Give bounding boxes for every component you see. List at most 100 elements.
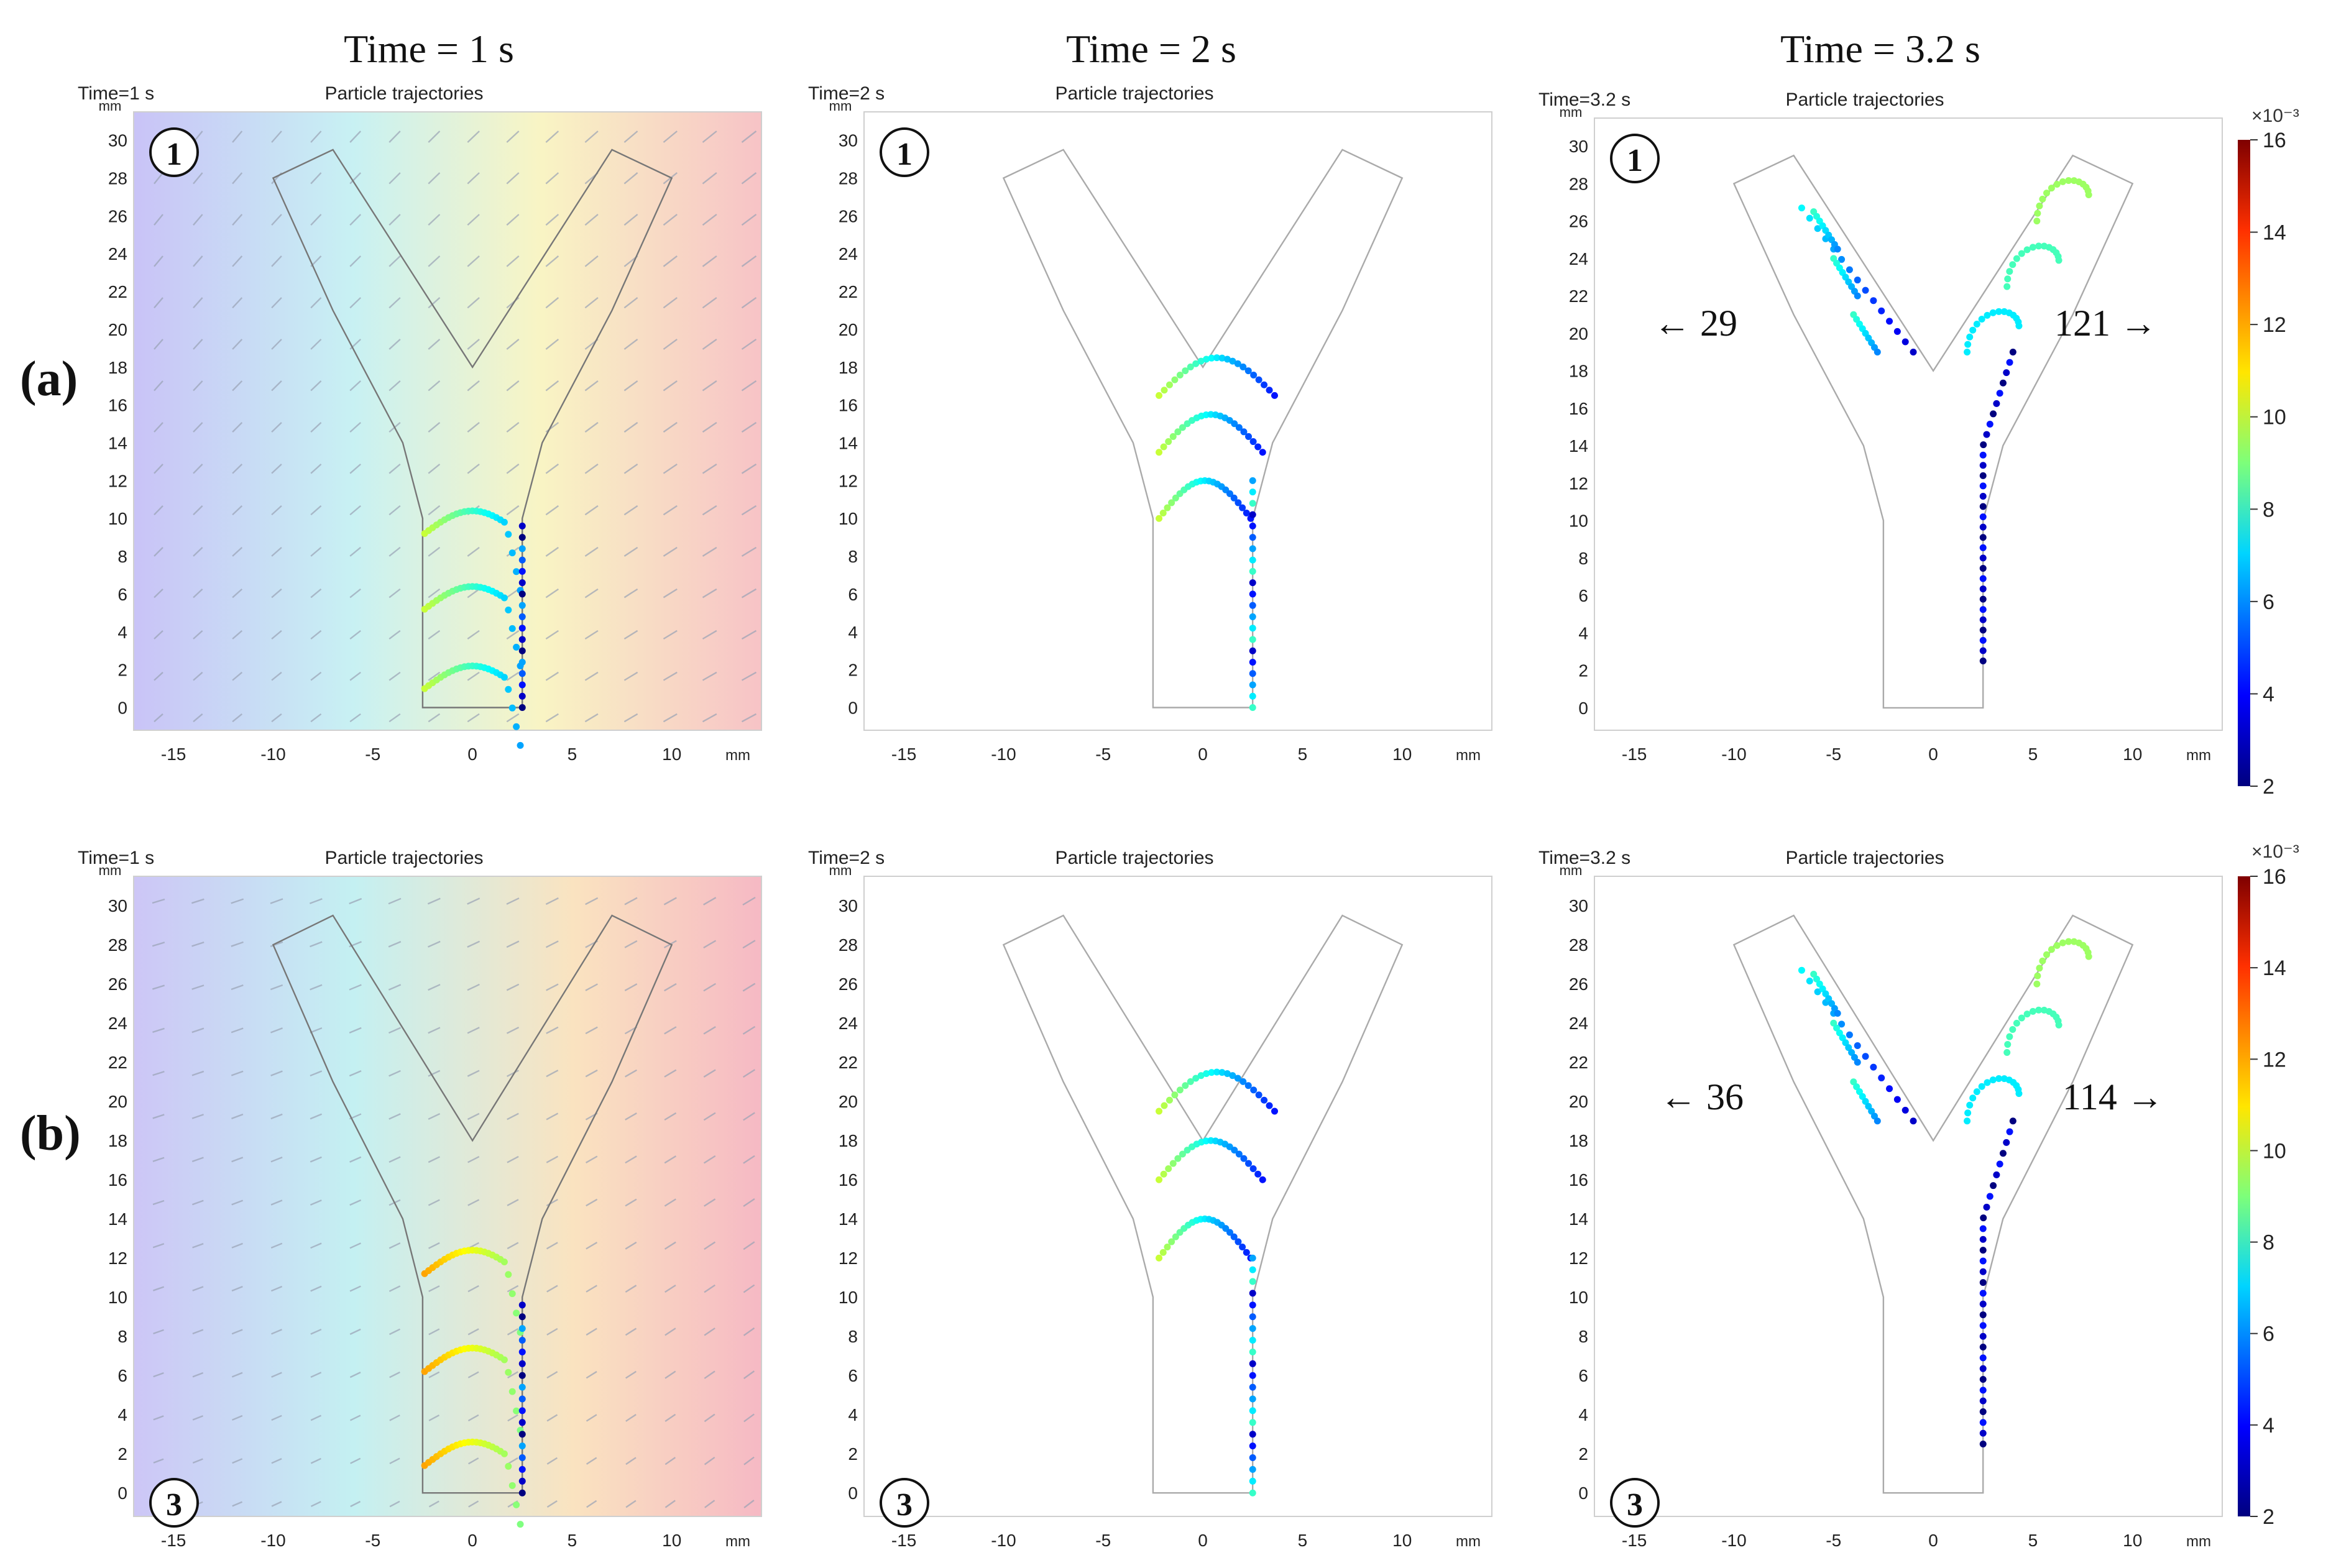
particle xyxy=(1171,1091,1179,1099)
marker-circle xyxy=(1610,134,1660,183)
particle xyxy=(1168,499,1175,507)
particle xyxy=(2034,209,2041,217)
axis-ticks: -15 -10 -5 0 5 10 mm02468101214161820222426283… xyxy=(99,863,750,1550)
particle xyxy=(1184,1147,1191,1154)
channel-outline xyxy=(272,914,673,1494)
particle xyxy=(518,1313,526,1321)
x-unit: mm xyxy=(1456,1533,1481,1550)
particle xyxy=(1964,1117,1971,1125)
y-tick-label: 28 xyxy=(839,935,858,955)
x-unit: mm xyxy=(2186,1533,2211,1550)
y-tick-label: 22 xyxy=(108,282,127,301)
y-tick-label: 8 xyxy=(848,1327,858,1346)
particle xyxy=(1235,1150,1243,1158)
y-tick-label: 4 xyxy=(848,623,858,642)
y-tick-label: 24 xyxy=(108,1014,127,1033)
particle xyxy=(2055,257,2062,264)
particle xyxy=(1249,477,1256,484)
particle xyxy=(2053,942,2061,949)
particle xyxy=(2013,255,2020,262)
y-tick-label: 22 xyxy=(839,1053,858,1072)
particle xyxy=(1979,647,1987,654)
particle xyxy=(508,1290,516,1298)
particle xyxy=(1979,462,1987,469)
x-tick-label: 10 xyxy=(662,745,681,764)
y-tick-label: 26 xyxy=(1569,212,1588,231)
particle xyxy=(1174,1155,1182,1162)
particle-trajectories xyxy=(1156,1068,1279,1497)
particle xyxy=(1993,400,2000,407)
particle xyxy=(1893,1096,1901,1103)
particle xyxy=(1964,341,1972,348)
particle xyxy=(518,681,526,689)
particle xyxy=(1249,602,1256,609)
particle xyxy=(1255,376,1262,383)
y-tick-label: 26 xyxy=(108,974,127,994)
colorbar-tick: 14 xyxy=(2263,956,2286,980)
particle xyxy=(1886,1085,1893,1093)
particle xyxy=(2009,1117,2016,1125)
y-tick-label: 26 xyxy=(108,206,127,226)
particle xyxy=(513,643,520,651)
plot-panel: -15 -10 -5 0 5 10 mm02468101214161820222426283… xyxy=(78,83,762,764)
particle xyxy=(1245,1160,1253,1167)
particle xyxy=(508,549,516,557)
particle xyxy=(1874,349,1881,356)
y-tick-label: 6 xyxy=(117,1366,127,1385)
particle xyxy=(1859,1093,1866,1100)
y-tick-label: 10 xyxy=(1569,511,1588,531)
particle xyxy=(2034,972,2041,979)
y-tick-label: 6 xyxy=(848,1366,858,1385)
particle xyxy=(1978,315,1985,323)
colorbar-tick: 12 xyxy=(2263,1048,2286,1071)
particle xyxy=(518,1477,526,1485)
x-tick-label: 5 xyxy=(1298,1531,1308,1550)
particle xyxy=(1244,1082,1252,1089)
y-unit: mm xyxy=(99,863,122,878)
y-tick-label: 2 xyxy=(1578,1444,1588,1464)
particle xyxy=(1249,438,1257,446)
y-tick-label: 8 xyxy=(117,1327,127,1346)
particle xyxy=(1250,372,1258,379)
x-tick-label: 10 xyxy=(2123,745,2142,764)
y-tick-label: 12 xyxy=(1569,1249,1588,1268)
y-tick-label: 18 xyxy=(108,358,127,377)
y-tick-label: 26 xyxy=(839,974,858,994)
y-tick-label: 28 xyxy=(1569,174,1588,193)
particle xyxy=(1979,472,1987,479)
particle xyxy=(1979,564,1987,572)
particle-trajectories xyxy=(1798,938,2092,1447)
y-tick-label: 22 xyxy=(1569,1053,1588,1072)
particle xyxy=(1979,451,1987,459)
particle xyxy=(1966,333,1974,341)
particle xyxy=(1208,1069,1215,1076)
x-tick-label: 0 xyxy=(1198,745,1208,764)
particle xyxy=(518,579,526,587)
particle xyxy=(505,531,512,538)
particle xyxy=(1834,1009,1841,1017)
particle xyxy=(2039,957,2046,965)
particle xyxy=(1261,381,1268,388)
particle xyxy=(1979,1387,1987,1394)
channel-outline xyxy=(1732,154,2134,709)
y-tick-label: 0 xyxy=(117,1483,127,1503)
particle xyxy=(1986,421,1993,428)
particle xyxy=(2004,1041,2012,1048)
particle xyxy=(1176,372,1184,379)
y-tick-label: 2 xyxy=(117,1444,127,1464)
particle xyxy=(518,1419,526,1426)
y-tick-label: 6 xyxy=(117,585,127,604)
particle xyxy=(2006,1128,2013,1135)
particle xyxy=(1234,1075,1241,1082)
y-tick-label: 4 xyxy=(848,1405,858,1424)
particle xyxy=(508,1482,516,1489)
particle xyxy=(1249,1278,1256,1285)
particle xyxy=(1979,575,1987,582)
x-tick-label: 0 xyxy=(467,745,477,764)
particle xyxy=(500,1356,508,1364)
particle xyxy=(2033,980,2041,988)
time-label: Time=1 s xyxy=(78,83,154,104)
particle xyxy=(1979,554,1987,562)
particle xyxy=(1249,692,1256,700)
particle xyxy=(2059,178,2066,185)
